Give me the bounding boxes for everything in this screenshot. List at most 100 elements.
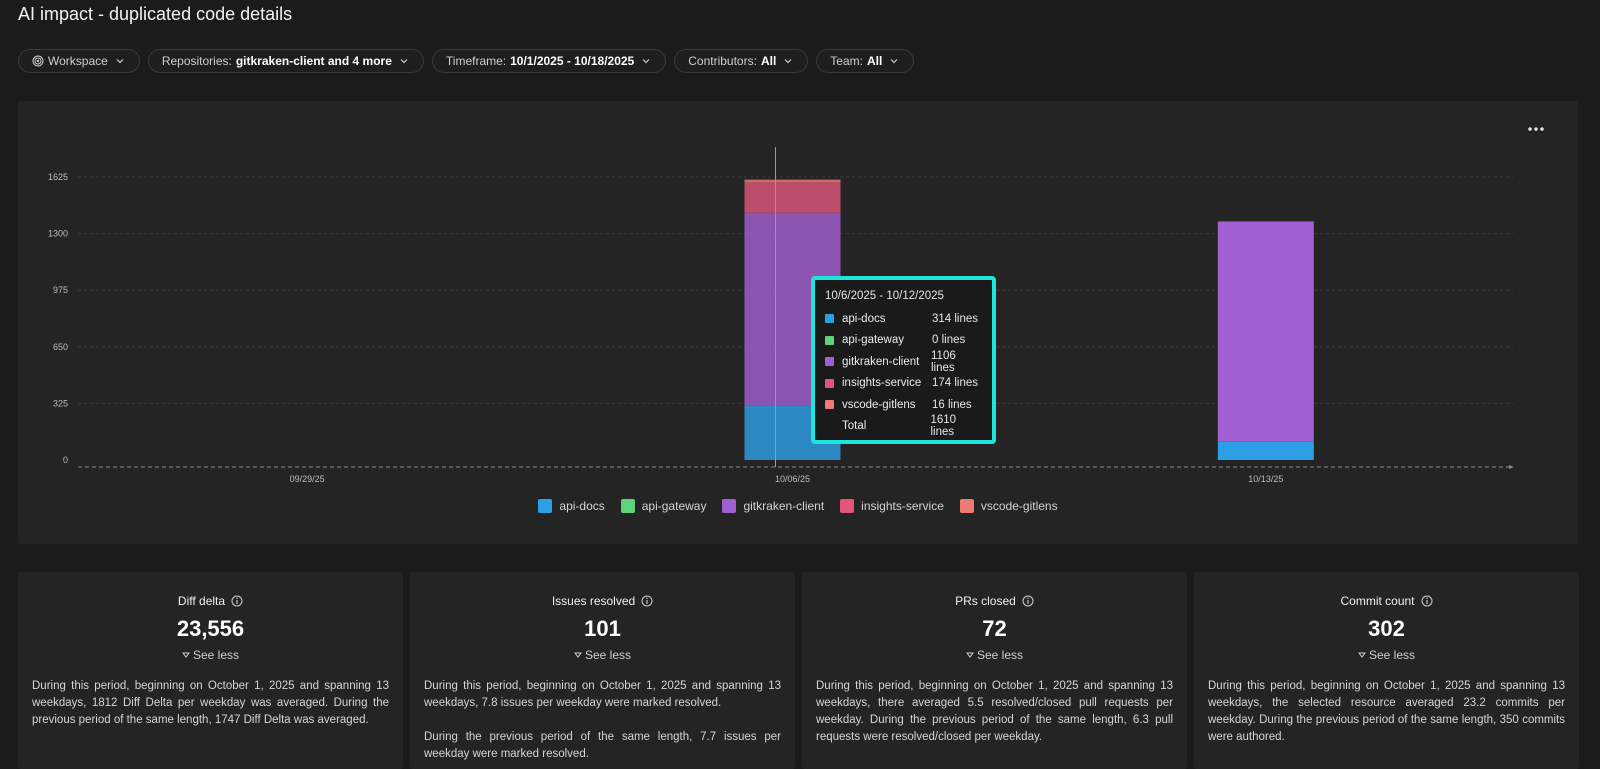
- y-tick-label: 650: [53, 342, 68, 352]
- x-tick-label: 10/13/25: [1248, 474, 1283, 484]
- legend-item-vscode-gitlens[interactable]: vscode-gitlens: [959, 499, 1058, 513]
- bar-segment-gitkraken-client[interactable]: [1217, 221, 1314, 442]
- y-tick-label: 1300: [48, 229, 68, 239]
- metric-card-issues-resolved: Issues resolved 101 See less During this…: [410, 572, 795, 769]
- bar-segment-vscode-gitlens[interactable]: [744, 179, 841, 183]
- card-description: During this period, beginning on October…: [1208, 680, 1565, 743]
- card-title-text: Issues resolved: [551, 594, 636, 608]
- chart-legend: api-docs api-gateway gitkraken-client in…: [18, 499, 1578, 513]
- card-value: 72: [982, 616, 1007, 641]
- tooltip-series-name: vscode-gitlens: [842, 398, 916, 411]
- chevron-down-icon: [116, 59, 124, 64]
- chevron-down-icon: [400, 59, 408, 64]
- legend-label: gitkraken-client: [743, 499, 825, 513]
- caret-icon: [1357, 652, 1366, 658]
- legend-swatch: [840, 499, 855, 513]
- tooltip-series-name: api-gateway: [842, 334, 905, 347]
- bar-segment-insights-service[interactable]: [744, 182, 841, 213]
- x-axis-arrow: [1509, 465, 1514, 469]
- tooltip-total-label: Total: [842, 420, 867, 433]
- team-value: All: [866, 54, 883, 68]
- card-description: During this period, beginning on October…: [424, 680, 781, 760]
- legend-item-insights-service[interactable]: insights-service: [840, 499, 944, 513]
- tooltip-series-value: 0 lines: [932, 334, 966, 347]
- y-tick-label: 1625: [48, 172, 68, 182]
- tooltip-total-row: Total 1610 lines: [825, 414, 982, 439]
- contributors-filter[interactable]: Contributors: All: [674, 49, 809, 73]
- y-tick-label: 0: [63, 455, 68, 465]
- tooltip-series-name: api-docs: [842, 312, 886, 325]
- tooltip-swatch: [825, 335, 834, 345]
- legend-swatch: [722, 499, 737, 513]
- tooltip-swatch: [825, 378, 834, 388]
- contributors-label: Contributors:: [688, 54, 757, 68]
- repositories-label: Repositories:: [161, 54, 232, 68]
- legend-swatch: [620, 499, 635, 513]
- chevron-down-icon: [890, 59, 898, 64]
- repositories-value: gitkraken-client and 4 more: [235, 54, 392, 68]
- stacked-bar-chart: 0 325 650 975 1300 1625 09/29/25 10/06/25 10/13/…: [48, 147, 1514, 484]
- info-icon[interactable]: [1022, 595, 1034, 607]
- see-less-toggle[interactable]: See less: [573, 648, 632, 662]
- legend-item-gitkraken-client[interactable]: gitkraken-client: [722, 499, 824, 513]
- more-options-icon[interactable]: [1526, 122, 1546, 136]
- card-value: 302: [1368, 616, 1405, 641]
- legend-label: api-docs: [559, 499, 605, 513]
- tooltip-title: 10/6/2025 - 10/12/2025: [825, 290, 944, 302]
- tooltip-series-value: 1106 lines: [931, 349, 956, 374]
- card-title: PRs closed: [816, 594, 1173, 608]
- card-description: During this period, beginning on October…: [816, 680, 1173, 743]
- card-title: Diff delta: [32, 594, 389, 608]
- info-icon[interactable]: [1421, 595, 1433, 607]
- see-less-toggle[interactable]: See less: [181, 648, 240, 662]
- chart-panel: 0 325 650 975 1300 1625 09/29/25 10/06/25 10/13/…: [18, 101, 1578, 544]
- card-title-text: Diff delta: [177, 594, 226, 608]
- see-less-toggle[interactable]: See less: [1357, 648, 1416, 662]
- filter-bar: Workspace Repositories: gitkraken-client…: [18, 49, 915, 73]
- legend-item-api-docs[interactable]: api-docs: [538, 499, 605, 513]
- legend-item-api-gateway[interactable]: api-gateway: [620, 499, 707, 513]
- team-filter[interactable]: Team: All: [816, 49, 915, 73]
- see-less-label: See less: [584, 648, 632, 662]
- timeframe-label: Timeframe:: [445, 54, 507, 68]
- card-description: During this period, beginning on October…: [32, 680, 389, 726]
- card-title: Commit count: [1208, 594, 1565, 608]
- tooltip-row: gitkraken-client 1106 lines: [825, 349, 982, 374]
- x-tick-label: 09/29/25: [290, 474, 325, 484]
- workspace-filter[interactable]: Workspace: [18, 49, 140, 73]
- metric-card-commit-count: Commit count 302 See less During this pe…: [1194, 572, 1579, 769]
- team-label: Team:: [830, 54, 863, 68]
- legend-label: api-gateway: [641, 499, 707, 513]
- caret-icon: [965, 652, 974, 658]
- info-icon[interactable]: [231, 595, 243, 607]
- page-title: AI impact - duplicated code details: [18, 4, 293, 24]
- card-title-text: PRs closed: [955, 594, 1016, 608]
- tooltip-row: insights-service 174 lines: [825, 373, 982, 395]
- see-less-label: See less: [192, 648, 240, 662]
- card-title-text: Commit count: [1340, 594, 1415, 608]
- legend-swatch: [538, 499, 553, 513]
- caret-icon: [573, 652, 582, 658]
- timeframe-filter[interactable]: Timeframe: 10/1/2025 - 10/18/2025: [431, 49, 667, 73]
- repositories-filter[interactable]: Repositories: gitkraken-client and 4 mor…: [147, 49, 424, 73]
- tooltip-series-value: 16 lines: [932, 398, 972, 411]
- legend-label: vscode-gitlens: [980, 499, 1058, 513]
- card-title: Issues resolved: [424, 594, 781, 608]
- see-less-toggle[interactable]: See less: [965, 648, 1024, 662]
- x-tick-label: 10/06/25: [775, 474, 810, 484]
- card-value: 23,556: [176, 616, 245, 641]
- tooltip-total-value: 1610 lines: [930, 414, 957, 439]
- info-icon[interactable]: [641, 595, 653, 607]
- chart-tooltip: 10/6/2025 - 10/12/2025 api-docs 314 line…: [811, 276, 996, 444]
- legend-swatch: [959, 499, 974, 513]
- see-less-label: See less: [1368, 648, 1416, 662]
- metric-cards: Diff delta 23,556 See less During this p…: [18, 572, 1579, 769]
- see-less-label: See less: [976, 648, 1024, 662]
- y-tick-label: 325: [53, 398, 68, 408]
- bar-segment-api-docs[interactable]: [1217, 441, 1314, 460]
- chevron-down-icon: [642, 59, 650, 64]
- chevron-down-icon: [784, 59, 792, 64]
- metric-card-diff-delta: Diff delta 23,556 See less During this p…: [18, 572, 403, 769]
- tooltip-row: vscode-gitlens 16 lines: [825, 394, 982, 416]
- tooltip-swatch: [825, 314, 834, 324]
